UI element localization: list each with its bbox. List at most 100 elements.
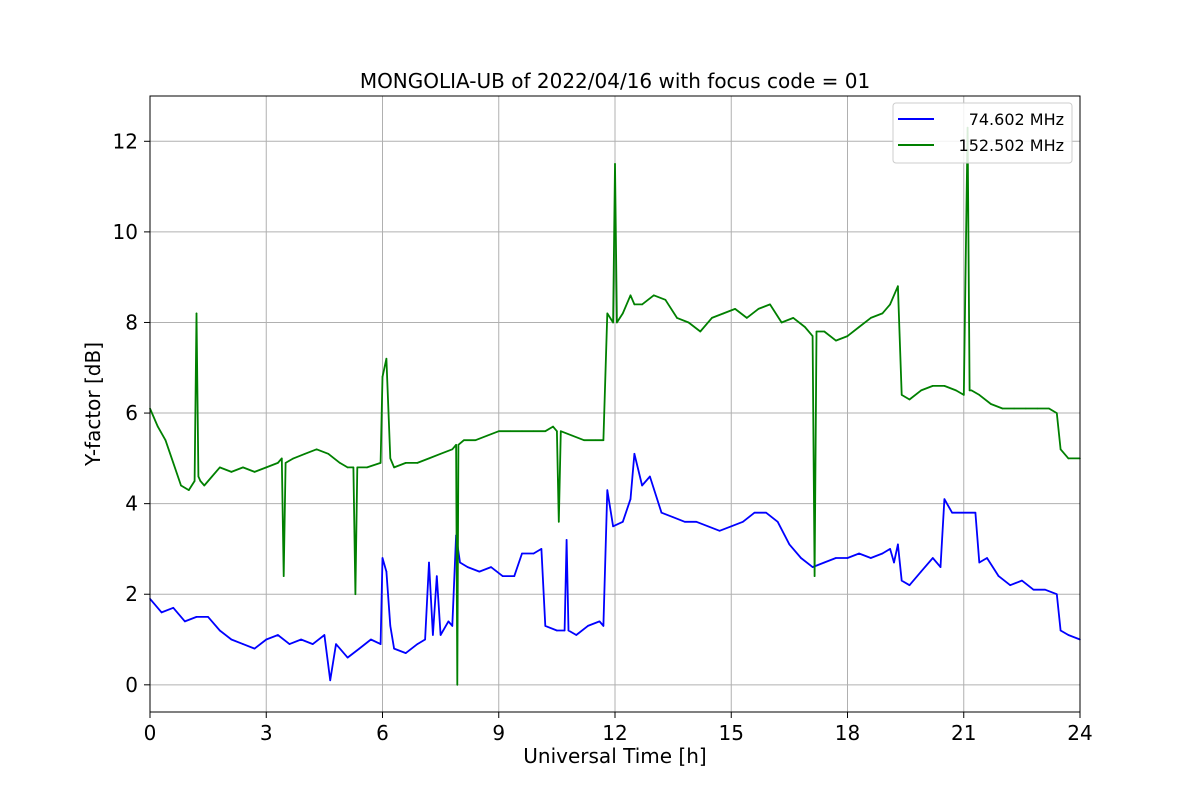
- data-point: [970, 389, 973, 392]
- data-point: [602, 625, 605, 627]
- data-point: [823, 561, 826, 564]
- data-point: [893, 561, 895, 564]
- data-point: [211, 475, 213, 478]
- data-point: [641, 303, 643, 306]
- data-point: [753, 511, 756, 514]
- data-point: [544, 430, 547, 433]
- data-point: [193, 480, 196, 482]
- data-point: [265, 466, 268, 469]
- data-point: [594, 439, 597, 442]
- data-point: [277, 462, 279, 464]
- y-tick-label: 0: [125, 673, 138, 697]
- data-point: [300, 638, 302, 641]
- data-point: [633, 453, 636, 455]
- data-point: [881, 552, 884, 555]
- data-point: [974, 511, 977, 514]
- data-point: [540, 548, 543, 550]
- data-point: [451, 625, 454, 627]
- data-point: [358, 647, 361, 650]
- data-point: [633, 303, 636, 306]
- data-point: [199, 480, 202, 482]
- data-point: [436, 575, 438, 577]
- data-point: [455, 444, 457, 446]
- data-point: [428, 457, 430, 460]
- data-point: [532, 430, 535, 433]
- data-point: [800, 557, 802, 559]
- data-point: [184, 620, 186, 623]
- data-point: [602, 439, 605, 442]
- data-point: [932, 557, 934, 559]
- data-point: [943, 498, 946, 500]
- data-point: [207, 616, 209, 618]
- data-point: [1048, 407, 1050, 410]
- data-point: [684, 521, 686, 523]
- data-point: [811, 335, 814, 337]
- data-point: [939, 566, 942, 568]
- data-point: [428, 561, 430, 564]
- x-tick-label: 0: [144, 721, 157, 745]
- data-point: [746, 317, 748, 319]
- data-point: [687, 321, 690, 324]
- y-tick-label: 2: [125, 582, 138, 606]
- x-tick-label: 24: [1067, 721, 1092, 745]
- data-point: [197, 475, 200, 478]
- data-point: [172, 462, 175, 464]
- data-point: [329, 679, 332, 682]
- data-point: [730, 525, 733, 528]
- data-point: [823, 330, 826, 333]
- x-tick-label: 3: [260, 721, 273, 745]
- data-point: [664, 299, 667, 301]
- data-point: [722, 312, 725, 315]
- data-point: [432, 634, 434, 636]
- data-point: [788, 543, 791, 546]
- data-point: [897, 543, 899, 546]
- data-point: [242, 466, 244, 469]
- data-point: [707, 525, 709, 528]
- data-point: [327, 453, 330, 455]
- data-point: [587, 625, 589, 627]
- data-point: [968, 389, 971, 392]
- data-point: [815, 330, 818, 333]
- data-point: [366, 466, 368, 469]
- data-point: [556, 430, 558, 433]
- data-point: [881, 312, 884, 315]
- data-point: [405, 462, 407, 464]
- data-point: [490, 566, 492, 568]
- data-point: [897, 285, 899, 288]
- data-point: [660, 511, 663, 514]
- data-point: [765, 511, 767, 514]
- data-point: [1025, 407, 1027, 410]
- series-layer: [149, 126, 1081, 686]
- data-point: [614, 163, 616, 165]
- data-point: [804, 326, 806, 328]
- data-point: [558, 521, 560, 523]
- data-point: [757, 308, 760, 310]
- data-point: [416, 643, 419, 645]
- data-point: [281, 457, 283, 460]
- data-point: [734, 308, 736, 310]
- data-point: [164, 439, 167, 442]
- data-point: [463, 439, 465, 442]
- data-point: [498, 430, 500, 433]
- data-point: [1059, 629, 1062, 632]
- data-point: [997, 575, 1000, 577]
- series-line-0: [149, 452, 1081, 682]
- data-point: [1013, 407, 1015, 410]
- y-tick-label: 12: [113, 129, 138, 153]
- chart-title: MONGOLIA-UB of 2022/04/16 with focus cod…: [360, 69, 870, 93]
- data-point: [230, 638, 233, 641]
- y-axis-label: Y-factor [dB]: [81, 342, 105, 467]
- data-point: [242, 643, 244, 645]
- data-point: [393, 647, 395, 650]
- data-point: [978, 561, 981, 564]
- data-point: [478, 570, 481, 573]
- x-tick-label: 15: [719, 721, 744, 745]
- data-point: [571, 434, 574, 437]
- data-point: [1056, 412, 1058, 414]
- data-point: [1001, 407, 1004, 410]
- data-point: [352, 466, 355, 469]
- data-point: [323, 634, 326, 636]
- data-point: [606, 312, 609, 315]
